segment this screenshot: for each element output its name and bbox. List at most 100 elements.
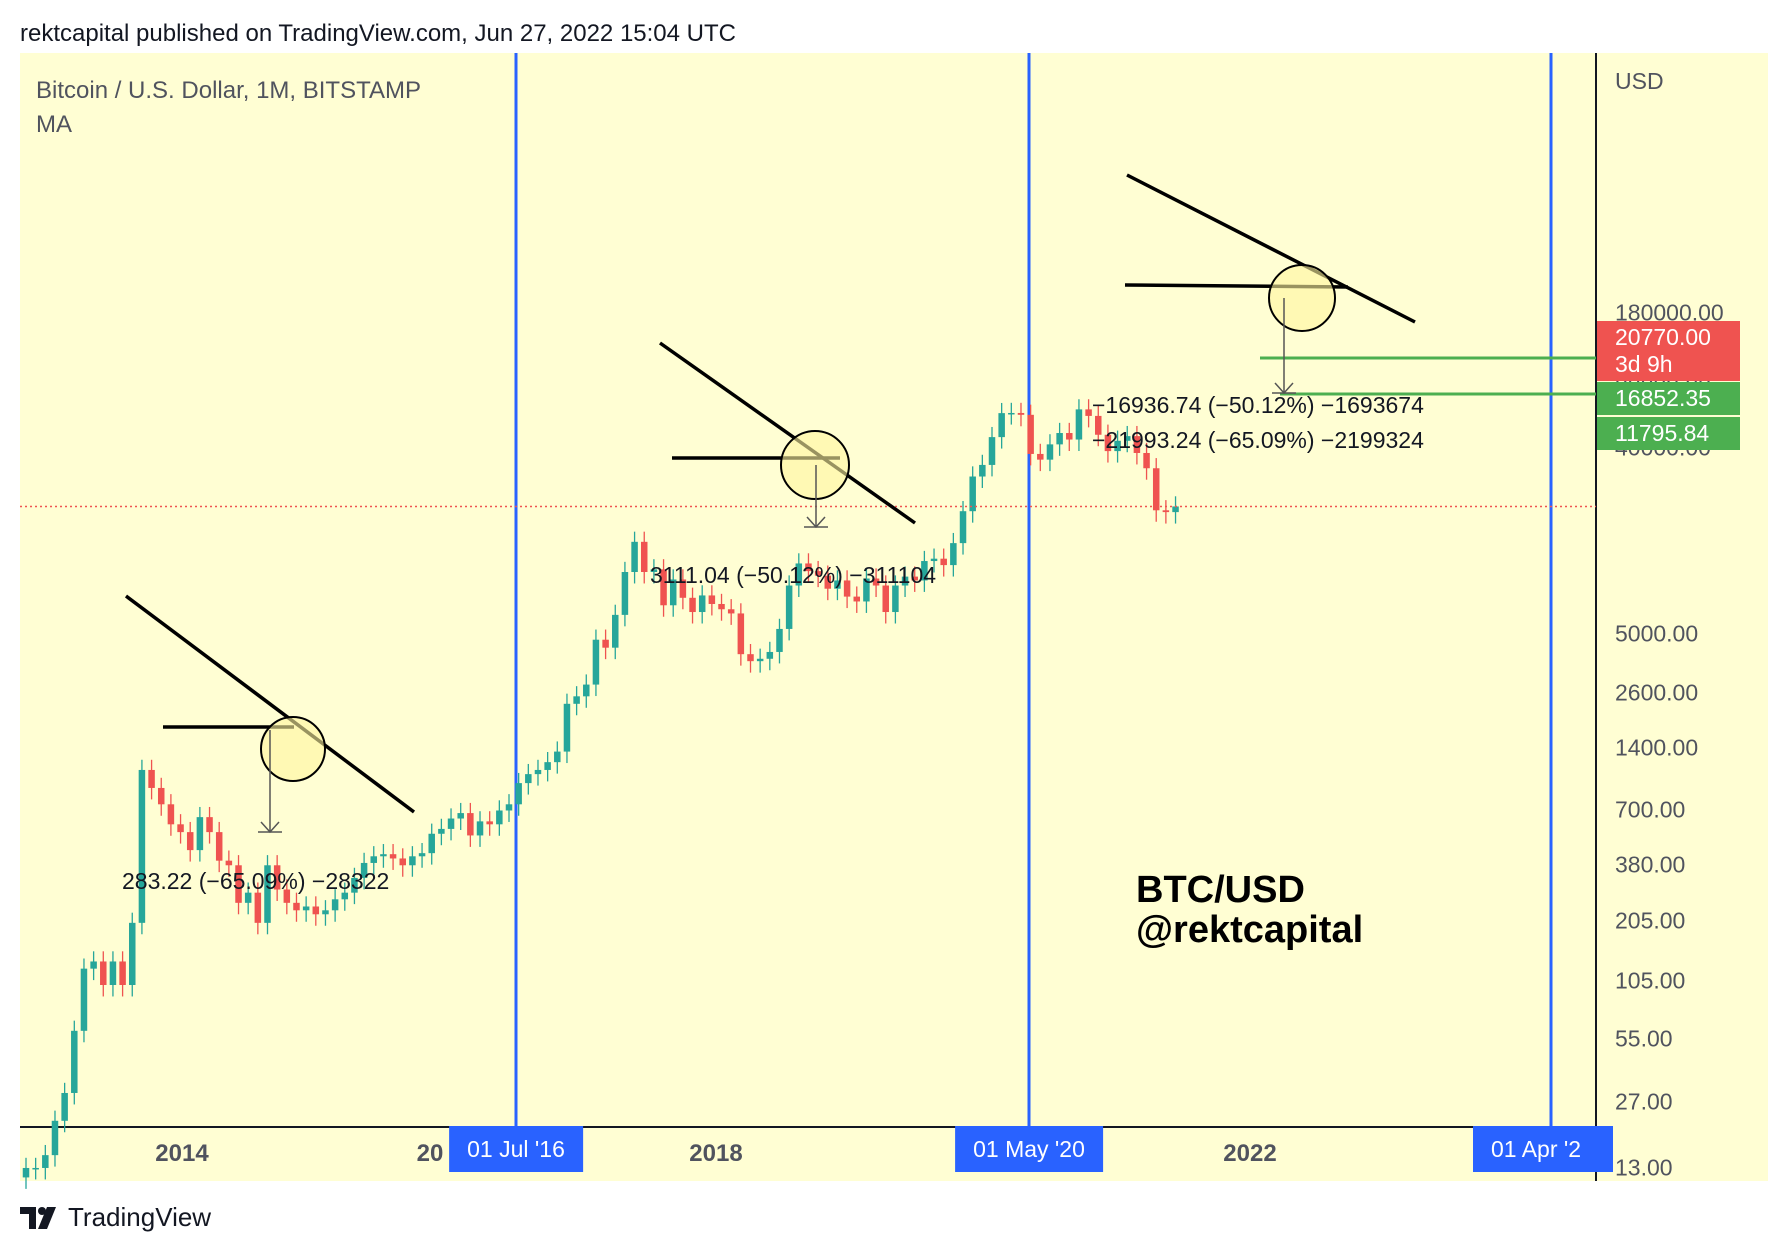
candle-body[interactable]	[727, 609, 735, 614]
candle-body[interactable]	[660, 569, 667, 606]
candle-body[interactable]	[930, 558, 938, 562]
candle-body[interactable]	[544, 762, 551, 770]
candle-body[interactable]	[1143, 452, 1150, 469]
candle-body[interactable]	[341, 892, 349, 900]
candle-body[interactable]	[766, 651, 774, 659]
candle-body[interactable]	[698, 595, 706, 613]
candle-body[interactable]	[853, 596, 861, 602]
candle-body[interactable]	[785, 585, 793, 629]
candle-body[interactable]	[1017, 412, 1025, 415]
candle-body[interactable]	[331, 899, 339, 911]
candle-body[interactable]	[631, 541, 638, 572]
candle-body[interactable]	[1095, 415, 1102, 435]
candle-body[interactable]	[177, 824, 184, 833]
descending-trendline[interactable]	[1126, 173, 1416, 324]
candle-body[interactable]	[360, 862, 368, 878]
candle-body[interactable]	[583, 684, 590, 697]
candle-body[interactable]	[1162, 510, 1170, 513]
candle-body[interactable]	[979, 464, 986, 477]
candle-body[interactable]	[776, 628, 783, 652]
candle-body[interactable]	[351, 877, 358, 893]
candle-body[interactable]	[51, 1120, 59, 1156]
symbol-legend[interactable]: Bitcoin / U.S. Dollar, 1M, BITSTAMP	[36, 77, 421, 104]
candle-body[interactable]	[1056, 433, 1063, 445]
candle-body[interactable]	[515, 783, 522, 805]
candle-body[interactable]	[32, 1167, 39, 1170]
target-price-badge-2[interactable]: 11795.84	[1597, 417, 1740, 450]
candle-body[interactable]	[254, 892, 262, 923]
descending-trendline[interactable]	[658, 341, 917, 525]
candle-body[interactable]	[824, 575, 832, 589]
tradingview-footer[interactable]: TradingView	[20, 1202, 211, 1233]
candle-body[interactable]	[100, 961, 107, 985]
candle-body[interactable]	[71, 1030, 78, 1093]
indicator-legend[interactable]: MA	[36, 111, 72, 138]
candle-body[interactable]	[1123, 436, 1131, 441]
candle-body[interactable]	[42, 1155, 49, 1168]
candle-body[interactable]	[244, 892, 252, 903]
candle-body[interactable]	[602, 639, 609, 648]
candle-body[interactable]	[747, 654, 754, 662]
candle-body[interactable]	[409, 856, 416, 866]
candle-body[interactable]	[689, 597, 696, 613]
candle-body[interactable]	[505, 804, 513, 811]
candle-body[interactable]	[554, 751, 561, 763]
candle-body[interactable]	[467, 813, 474, 836]
candle-body[interactable]	[669, 579, 677, 606]
candle-body[interactable]	[795, 563, 803, 586]
breakdown-circle-highlight[interactable]	[780, 430, 850, 500]
candle-body[interactable]	[80, 968, 88, 1031]
candle-body[interactable]	[525, 774, 532, 784]
candle-body[interactable]	[119, 961, 126, 985]
target-price-badge-1[interactable]: 16852.35	[1597, 382, 1740, 415]
candle-body[interactable]	[1133, 436, 1141, 453]
candle-body[interactable]	[206, 817, 213, 833]
candle-body[interactable]	[1114, 440, 1121, 452]
candle-body[interactable]	[167, 804, 175, 825]
candle-body[interactable]	[650, 569, 658, 572]
candle-body[interactable]	[225, 860, 233, 866]
candle-body[interactable]	[1172, 506, 1179, 513]
candle-body[interactable]	[563, 703, 571, 752]
candle-body[interactable]	[843, 580, 851, 597]
candle-body[interactable]	[380, 854, 387, 857]
candle-body[interactable]	[264, 865, 271, 923]
candle-body[interactable]	[235, 865, 242, 903]
candle-body[interactable]	[302, 906, 310, 911]
candle-body[interactable]	[892, 585, 899, 613]
candle-body[interactable]	[950, 543, 957, 566]
candle-body[interactable]	[1085, 409, 1092, 416]
candle-body[interactable]	[457, 813, 464, 819]
candle-body[interactable]	[998, 413, 1005, 438]
candle-body[interactable]	[901, 576, 909, 586]
candle-body[interactable]	[863, 578, 870, 602]
current-price-badge[interactable]: 20770.00 3d 9h	[1597, 321, 1740, 381]
price-axis[interactable]	[1596, 53, 1768, 1181]
candle-body[interactable]	[1152, 468, 1160, 511]
chart-plot-area[interactable]	[20, 53, 1595, 1126]
candle-body[interactable]	[389, 854, 397, 859]
candle-body[interactable]	[61, 1092, 68, 1121]
candle-body[interactable]	[805, 563, 812, 572]
candle-body[interactable]	[718, 603, 725, 610]
candle-body[interactable]	[1008, 412, 1015, 415]
candle-body[interactable]	[814, 571, 822, 576]
candle-body[interactable]	[496, 810, 503, 825]
candle-body[interactable]	[1046, 444, 1054, 460]
candle-body[interactable]	[640, 541, 648, 572]
candle-body[interactable]	[592, 639, 600, 685]
candle-body[interactable]	[911, 576, 918, 581]
candle-body[interactable]	[756, 658, 764, 662]
candle-body[interactable]	[882, 585, 889, 613]
candle-body[interactable]	[534, 769, 542, 775]
candle-body[interactable]	[1104, 434, 1112, 452]
candle-body[interactable]	[273, 865, 281, 890]
candle-body[interactable]	[988, 437, 996, 465]
candle-body[interactable]	[486, 821, 493, 825]
breakdown-circle-highlight[interactable]	[1268, 264, 1336, 332]
candle-body[interactable]	[1075, 409, 1083, 440]
candle-body[interactable]	[138, 769, 146, 923]
time-axis[interactable]	[20, 1127, 1596, 1181]
candle-body[interactable]	[283, 889, 291, 903]
candle-body[interactable]	[322, 910, 329, 915]
